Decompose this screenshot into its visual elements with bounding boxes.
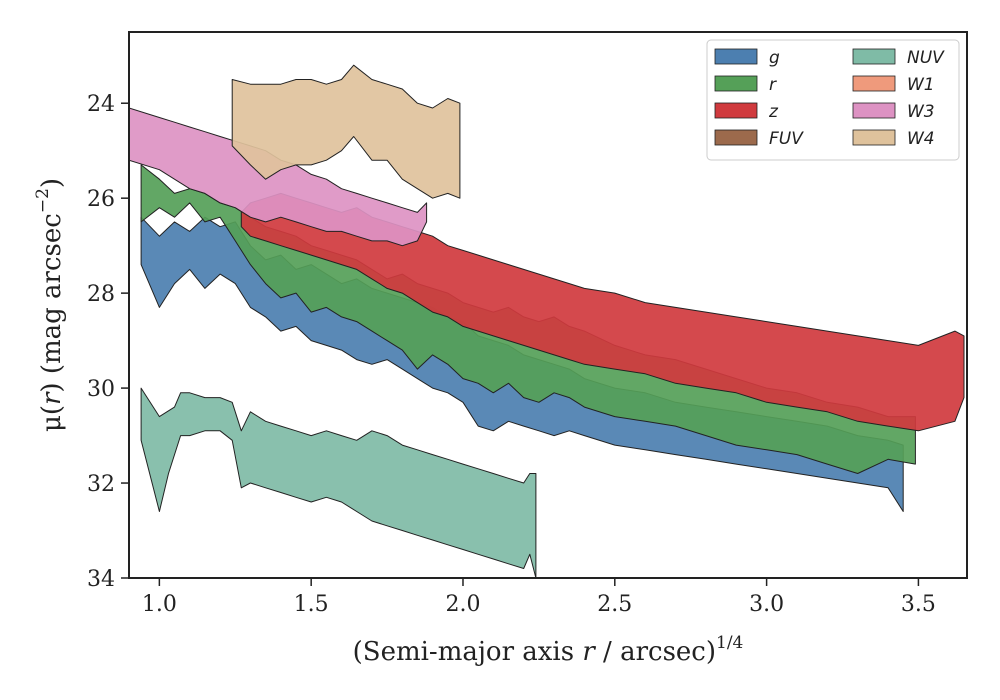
y-tick-label: 32 [87, 472, 115, 497]
x-tick-label: 2.0 [445, 592, 480, 617]
y-axis-label: μ(r) (mag arcsec−2) [33, 178, 67, 432]
legend-label-z: z [768, 102, 779, 122]
y-tick-label: 34 [87, 567, 115, 592]
legend-label-g: g [769, 48, 780, 68]
x-tick-label: 3.0 [749, 592, 784, 617]
legend-swatch-g [714, 48, 758, 65]
legend-label-fuv: FUV [769, 129, 804, 149]
x-tick-label: 3.5 [901, 592, 936, 617]
y-tick-label: 26 [87, 187, 115, 212]
legend-label-w4: W4 [907, 129, 935, 149]
y-tick-label: 30 [87, 377, 115, 402]
x-tick-label: 1.0 [142, 592, 177, 617]
legend-swatch-w1 [852, 75, 896, 92]
legend-label-nuv: NUV [907, 48, 945, 68]
y-axis: 24 26 28 30 32 34 [87, 92, 129, 592]
legend-label-w1: W1 [907, 75, 935, 95]
band-z [240, 192, 965, 432]
band-nuv [140, 387, 537, 578]
legend-label-w3: W3 [907, 102, 935, 122]
legend-swatch-r [714, 75, 758, 92]
legend-swatch-nuv [852, 48, 896, 65]
x-tick-label: 2.5 [597, 592, 632, 617]
legend-swatch-z [714, 102, 758, 119]
axes-frame [128, 31, 968, 579]
x-tick-label: 1.5 [294, 592, 329, 617]
legend-swatch-fuv [714, 129, 758, 146]
x-axis-label: (Semi-major axis r / arcsec)1/4 [353, 633, 744, 667]
band-w4 [231, 64, 461, 199]
y-tick-label: 28 [87, 282, 115, 307]
y-tick-label: 24 [87, 92, 115, 117]
legend-swatch-w3 [852, 102, 896, 119]
legend: grz FUV NUV W1 W3 W4 [706, 39, 960, 161]
legend-label-r: r [769, 75, 777, 95]
plot-area [129, 64, 965, 578]
legend-swatch-w4 [852, 129, 896, 146]
x-axis: 1.0 1.5 2.0 2.5 3.0 3.5 [142, 578, 936, 617]
